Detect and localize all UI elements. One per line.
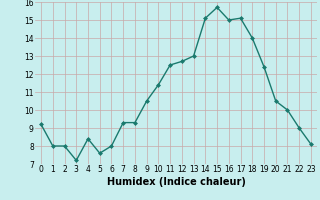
X-axis label: Humidex (Indice chaleur): Humidex (Indice chaleur) xyxy=(107,177,245,187)
